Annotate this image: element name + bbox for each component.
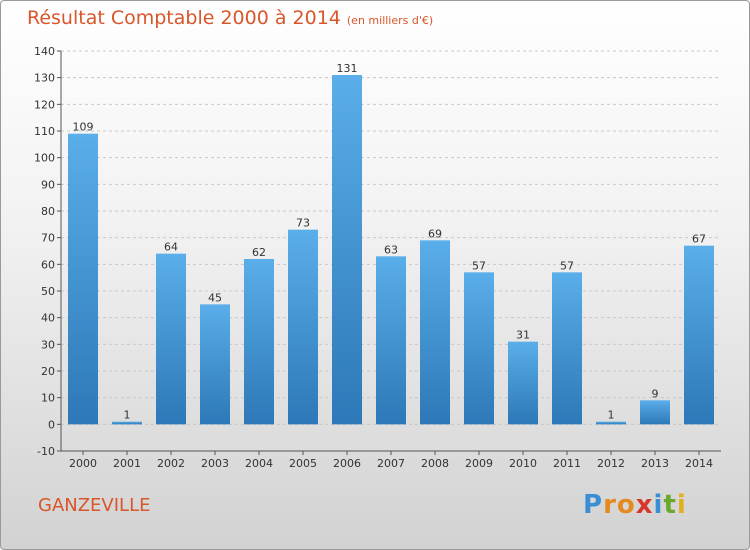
logo-letter: t [663, 490, 677, 520]
data-labels: 109 1 64 45 62 73 131 63 69 57 31 57 1 9 67 [73, 62, 707, 422]
y-tick-label: 60 [41, 258, 55, 271]
x-tick-label: 2003 [201, 457, 229, 470]
x-tick-label: 2004 [245, 457, 273, 470]
data-label: 57 [472, 259, 486, 272]
logo-letter: i [676, 490, 687, 520]
bar [156, 253, 186, 425]
y-tick-label: 120 [34, 98, 55, 111]
logo-letter: i [653, 490, 664, 520]
bar [376, 256, 406, 425]
y-tick-label: 50 [41, 285, 55, 298]
bar [332, 75, 362, 425]
y-tick-label: 0 [48, 418, 55, 431]
y-tick-label: 130 [34, 72, 55, 85]
y-tick-label: 80 [41, 205, 55, 218]
data-label: 1 [608, 409, 615, 422]
data-label: 1 [124, 409, 131, 422]
bar [200, 304, 230, 425]
data-label: 31 [516, 329, 530, 342]
y-tick-label: 70 [41, 232, 55, 245]
proxiti-logo[interactable]: Proxiti [583, 490, 687, 520]
bar [112, 421, 142, 425]
logo-letter: x [635, 490, 654, 520]
logo-letter: r [603, 490, 617, 520]
x-tick-label: 2000 [69, 457, 97, 470]
data-label: 57 [560, 259, 574, 272]
logo-letter: P [583, 490, 604, 520]
data-label: 63 [384, 243, 398, 256]
y-tick-label: 10 [41, 392, 55, 405]
bar [464, 272, 494, 425]
logo-letter: o [616, 490, 636, 520]
bar [244, 259, 274, 425]
y-tick-label: 40 [41, 312, 55, 325]
y-tick-label: -10 [37, 445, 55, 458]
bar [684, 245, 714, 425]
x-tick-label: 2001 [113, 457, 141, 470]
x-tick-label: 2010 [509, 457, 537, 470]
x-tick-label: 2011 [553, 457, 581, 470]
bars [68, 75, 714, 425]
data-label: 69 [428, 227, 442, 240]
city-name: GANZEVILLE [38, 495, 151, 516]
y-tick-label: 100 [34, 152, 55, 165]
x-tick-label: 2008 [421, 457, 449, 470]
x-tick-label: 2013 [641, 457, 669, 470]
x-tick-label: 2006 [333, 457, 361, 470]
chart-subtitle: (en milliers d'€) [346, 14, 434, 27]
data-label: 131 [337, 62, 358, 75]
bar [508, 341, 538, 425]
x-tick-label: 2007 [377, 457, 405, 470]
data-label: 73 [296, 217, 310, 230]
bar [640, 400, 670, 425]
y-tick-label: 90 [41, 178, 55, 191]
y-tick-label: 20 [41, 365, 55, 378]
x-tick-label: 2012 [597, 457, 625, 470]
x-tick-label: 2005 [289, 457, 317, 470]
x-tick-label: 2002 [157, 457, 185, 470]
bar [596, 421, 626, 425]
bar [420, 240, 450, 425]
bar [552, 272, 582, 425]
data-label: 9 [652, 387, 659, 400]
axes: -10 0 10 20 30 40 50 60 70 80 90 100 110 120 130 140 200… [34, 45, 721, 470]
data-label: 109 [73, 121, 94, 134]
data-label: 67 [692, 233, 706, 246]
chart-title-text: Résultat Comptable 2000 à 2014 [27, 7, 341, 29]
x-tick-label: 2014 [685, 457, 713, 470]
bar [288, 229, 318, 425]
chart-title: Résultat Comptable 2000 à 2014 (en millie… [27, 7, 433, 29]
data-label: 62 [252, 246, 266, 259]
y-tick-label: 110 [34, 125, 55, 138]
y-tick-label: 140 [34, 45, 55, 58]
data-label: 45 [208, 291, 222, 304]
y-tick-label: 30 [41, 338, 55, 351]
data-label: 64 [164, 241, 178, 254]
bar [68, 133, 98, 425]
x-tick-label: 2009 [465, 457, 493, 470]
